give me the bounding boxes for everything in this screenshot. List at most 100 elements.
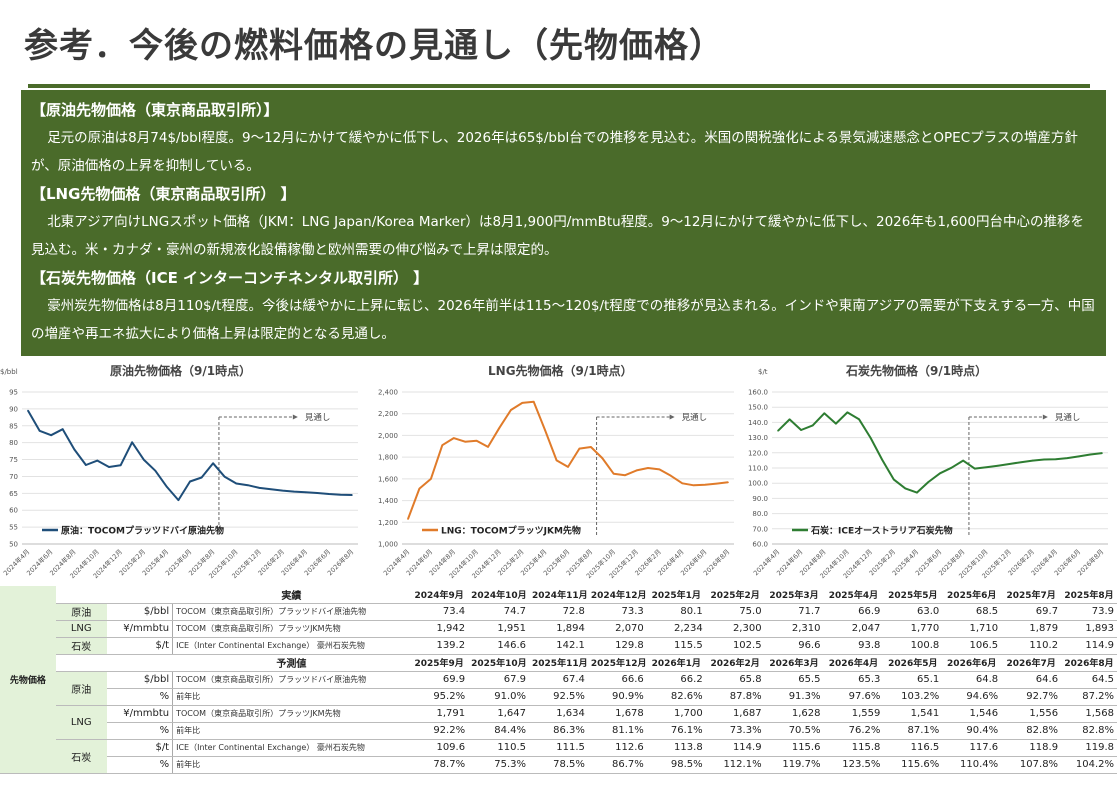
y-tick-label: 1,400	[378, 497, 398, 505]
month-header: 2026年2月	[705, 654, 765, 672]
data-point	[788, 418, 791, 421]
value-cell: 1,710	[942, 620, 1002, 638]
data-point	[189, 480, 191, 483]
data-point	[704, 483, 706, 486]
yoy-cell: 78.7%	[410, 756, 469, 774]
data-point	[647, 467, 649, 469]
data-point	[177, 499, 180, 501]
data-point	[624, 474, 626, 476]
data-point	[430, 478, 432, 480]
value-cell: 67.9	[468, 671, 530, 689]
data-point	[658, 468, 661, 471]
data-point	[270, 488, 272, 491]
value-cell: 142.1	[529, 637, 588, 655]
value-cell: 2,300	[705, 620, 765, 638]
data-point	[727, 481, 729, 484]
yoy-cell: 87.2%	[1061, 688, 1117, 706]
data-point	[927, 481, 930, 483]
value-cell: 115.5	[646, 637, 706, 655]
data-point	[973, 467, 976, 470]
data-point	[235, 482, 238, 485]
unit-cell: %	[106, 756, 173, 774]
month-header: 2025年6月	[942, 586, 1002, 604]
source-cell: TOCOM（東京商品取引所）プラッツJKM先物	[172, 705, 411, 723]
value-cell: 110.2	[1001, 637, 1062, 655]
yoy-cell: 70.5%	[764, 722, 824, 740]
yoy-cell: 115.6%	[883, 756, 943, 774]
summary-panel: 【原油先物価格（東京商品取引所）】 足元の原油は8月74$/bbl程度。9～12…	[21, 90, 1106, 356]
y-tick-label: 55	[9, 524, 18, 532]
month-header: 2026年3月	[764, 654, 824, 672]
data-point	[281, 489, 284, 492]
data-point	[1101, 452, 1103, 454]
value-cell: 74.7	[468, 603, 530, 621]
data-point	[881, 458, 883, 461]
yoy-cell: 76.2%	[823, 722, 884, 740]
data-point	[904, 487, 907, 490]
month-header: 2025年12月	[587, 654, 647, 672]
value-cell: 63.0	[883, 603, 943, 621]
y-tick-label: 60.0	[752, 541, 768, 549]
lng-text: 北東アジア向けLNGスポット価格（JKM：LNG Japan/Korea Mar…	[31, 214, 1084, 258]
table-row: 石炭 $/t ICE（Inter Continental Exchange） 豪州石…	[0, 637, 1117, 655]
y-tick-label: 1,200	[378, 519, 398, 527]
table-row: 石炭 $/t ICE（Inter Continental Exchange） 豪州石…	[0, 739, 1117, 774]
header-row-actual: 先物価格 実績 2024年9月 2024年10月 2024年11月 2024年12月 202…	[0, 586, 1117, 774]
data-point	[612, 472, 615, 475]
value-cell: 139.2	[410, 637, 469, 655]
data-point	[407, 518, 409, 520]
value-cell: 1,791	[410, 705, 469, 723]
value-cell: 1,647	[468, 705, 530, 723]
value-cell: 65.5	[764, 671, 824, 689]
value-cell: 69.7	[1001, 603, 1062, 621]
data-point	[985, 466, 988, 469]
data-point	[212, 462, 214, 465]
yoy-cell: 97.6%	[823, 688, 884, 706]
month-header: 2024年11月	[529, 586, 588, 604]
value-cell: 67.4	[529, 671, 588, 689]
value-cell: 117.6	[942, 739, 1002, 757]
yoy-cell: 82.6%	[646, 688, 706, 706]
month-header: 2025年11月	[529, 654, 588, 672]
data-point	[452, 437, 455, 439]
unit-cell: ¥/mmbtu	[106, 705, 173, 723]
yoy-cell: 112.1%	[705, 756, 765, 774]
unit-cell: $/t	[106, 637, 173, 655]
value-cell: 80.1	[646, 603, 706, 621]
value-cell: 1,700	[646, 705, 706, 723]
chart-svg: 60.0 70.0 80.0 90.0 100.0 110.0 120.0 130.0 140.…	[748, 389, 1108, 580]
value-cell: 64.5	[1061, 671, 1117, 689]
data-point	[715, 482, 718, 485]
data-point	[50, 434, 52, 437]
value-cell: 73.4	[410, 603, 469, 621]
y-tick-label: 140.0	[748, 419, 768, 427]
month-header: 2025年2月	[705, 586, 765, 604]
value-cell: 73.3	[587, 603, 647, 621]
source-cell: TOCOM（東京商品取引所）プラッツJKM先物	[172, 620, 411, 638]
data-point	[119, 464, 122, 467]
table-row: 原油 $/bbl TOCOM（東京商品取引所）プラッツドバイ原油先物 73.4 74.7…	[0, 603, 1117, 621]
data-point	[892, 478, 895, 481]
value-cell: 2,047	[823, 620, 884, 638]
month-header: 2026年8月	[1061, 654, 1117, 672]
value-cell: 1,687	[705, 705, 765, 723]
chart-title: 石炭先物価格（9/1時点）	[846, 364, 988, 378]
table-row: LNG ¥/mmbtu TOCOM（東京商品取引所）プラッツJKM先物 1,791 1,…	[0, 705, 1117, 740]
forecast-arrowhead	[292, 414, 298, 420]
commodity-cell: 原油	[55, 671, 107, 706]
y-tick-label: 70	[9, 473, 18, 481]
value-cell: 1,628	[764, 705, 824, 723]
value-cell: 146.6	[468, 637, 530, 655]
series-line	[407, 400, 729, 520]
value-cell: 119.8	[1061, 739, 1117, 757]
value-cell: 1,541	[883, 705, 943, 723]
data-point	[1043, 458, 1045, 461]
data-point	[131, 441, 133, 444]
data-point	[811, 424, 814, 427]
yoy-cell: 92.7%	[1001, 688, 1062, 706]
data-point	[223, 475, 226, 478]
yoy-cell: 81.1%	[587, 722, 647, 740]
month-header: 2026年5月	[883, 654, 943, 672]
y-tick-label: 70.0	[752, 525, 768, 533]
yoy-cell: 92.5%	[529, 688, 588, 706]
